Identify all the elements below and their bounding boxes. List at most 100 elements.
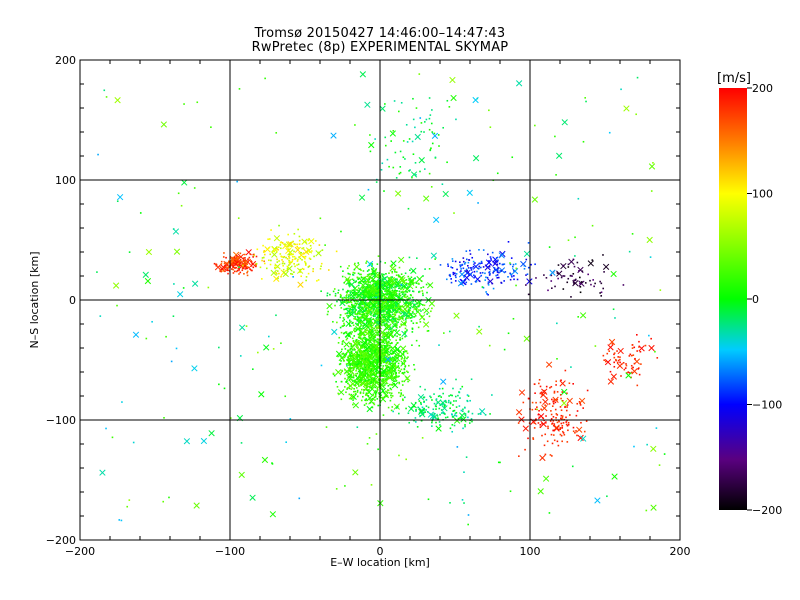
point-dot: [423, 168, 426, 170]
point-dot: [495, 274, 497, 277]
point-dot: [365, 393, 368, 396]
point-dot: [387, 279, 390, 282]
point-cross: [338, 389, 345, 396]
point-dot: [397, 357, 399, 359]
point-dot: [557, 428, 560, 431]
point-dot: [390, 330, 393, 332]
point-dot: [348, 265, 350, 267]
point-dot: [356, 395, 359, 398]
point-dot: [406, 141, 409, 143]
point-cross: [269, 511, 277, 518]
point-dot: [373, 335, 376, 337]
point-cross: [440, 378, 447, 385]
point-dot: [414, 126, 416, 129]
point-dot: [349, 359, 351, 361]
point-dot: [396, 310, 399, 313]
point-dot: [280, 342, 282, 345]
point-dot: [378, 308, 380, 311]
point-dot: [346, 349, 349, 352]
point-dot: [527, 242, 530, 244]
point-dot: [419, 170, 421, 173]
point-dot: [396, 300, 398, 302]
point-dot: [404, 359, 406, 362]
point-dot: [364, 291, 367, 294]
point-dot: [600, 295, 603, 297]
point-dot: [357, 370, 360, 373]
point-dot: [373, 396, 376, 399]
point-dot: [354, 348, 356, 351]
point-dot: [424, 268, 426, 270]
point-dot: [632, 366, 634, 369]
point-dot: [173, 283, 175, 285]
point-dot: [348, 351, 351, 354]
point-dot: [415, 408, 417, 411]
point-dot: [348, 319, 351, 322]
point-dot: [551, 287, 553, 289]
point-dot: [116, 200, 119, 203]
point-dot: [417, 326, 420, 329]
point-dot: [443, 404, 446, 407]
point-dot: [296, 264, 298, 266]
point-dot: [355, 302, 358, 305]
point-dot: [352, 380, 354, 382]
point-dot: [343, 318, 346, 321]
point-dot: [366, 359, 369, 361]
point-dot: [500, 270, 503, 272]
point-dot: [555, 417, 557, 419]
point-dot: [353, 361, 355, 364]
point-cross: [285, 247, 292, 255]
point-dot: [550, 385, 553, 388]
point-dot: [348, 322, 351, 325]
point-cross: [359, 71, 367, 78]
point-dot: [604, 360, 607, 363]
point-dot: [352, 358, 355, 361]
point-dot: [346, 337, 349, 340]
point-dot: [512, 263, 515, 266]
point-dot: [364, 331, 367, 334]
point-dot: [556, 440, 559, 443]
point-cross: [331, 328, 338, 336]
point-dot: [397, 296, 399, 299]
point-dot: [372, 371, 375, 374]
point-dot: [389, 352, 392, 355]
point-cross: [360, 282, 367, 289]
point-dot: [223, 252, 225, 254]
point-dot: [378, 367, 380, 370]
point-dot: [285, 256, 287, 259]
point-cross: [398, 314, 405, 322]
point-dot: [397, 354, 400, 357]
point-dot: [359, 357, 361, 360]
point-dot: [233, 256, 236, 259]
point-dot: [361, 307, 364, 309]
point-dot: [229, 264, 232, 267]
point-dot: [402, 290, 404, 293]
point-dot: [433, 393, 435, 395]
point-dot: [526, 273, 529, 275]
point-dot: [391, 301, 393, 303]
point-dot: [308, 238, 310, 240]
point-dot: [393, 313, 395, 316]
point-dot: [293, 243, 296, 245]
point-dot: [404, 330, 407, 333]
point-dot: [385, 357, 387, 360]
point-dot: [387, 286, 389, 289]
point-dot: [411, 296, 414, 299]
point-dot: [420, 403, 422, 406]
point-dot: [452, 387, 454, 390]
point-dot: [231, 262, 234, 264]
point-dot: [357, 317, 360, 320]
point-dot: [383, 323, 386, 325]
point-dot: [428, 128, 431, 131]
point-cross: [273, 235, 281, 242]
point-dot: [392, 336, 394, 338]
point-dot: [377, 330, 380, 333]
point-dot: [358, 368, 360, 371]
point-dot: [390, 369, 392, 371]
point-dot: [399, 166, 402, 168]
point-dot: [585, 100, 587, 103]
point-dot: [435, 405, 438, 408]
point-dot: [358, 284, 360, 287]
point-dot: [366, 443, 369, 445]
point-dot: [367, 296, 370, 299]
point-dot: [384, 376, 386, 378]
